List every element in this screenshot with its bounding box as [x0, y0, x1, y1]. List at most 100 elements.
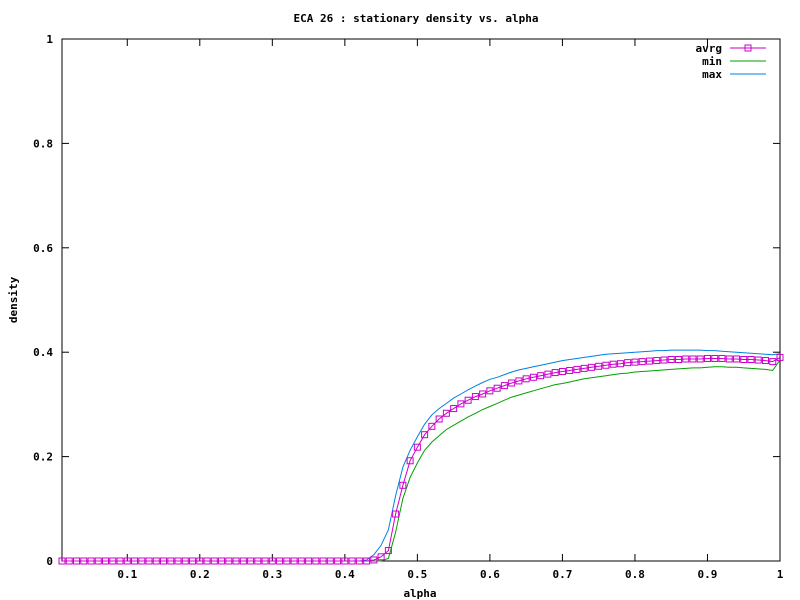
data-point-avrg — [73, 557, 81, 565]
data-point-avrg — [377, 553, 385, 561]
data-point-avrg — [326, 557, 334, 565]
legend-marker-avrg — [744, 44, 752, 52]
data-point-avrg — [290, 557, 298, 565]
data-point-avrg — [413, 443, 421, 451]
data-point-avrg — [334, 557, 342, 565]
legend-label-avrg: avrg — [696, 42, 723, 55]
data-point-avrg — [740, 356, 748, 364]
data-point-avrg — [450, 405, 458, 413]
data-point-avrg — [80, 557, 88, 565]
series-line-max — [62, 349, 781, 562]
data-point-avrg — [305, 557, 313, 565]
x-tick-label: 0.7 — [552, 568, 572, 581]
data-point-avrg — [428, 422, 436, 430]
data-point-avrg — [508, 379, 516, 387]
data-point-avrg — [493, 384, 501, 392]
data-point-avrg — [348, 557, 356, 565]
data-point-avrg — [276, 557, 284, 565]
plot-frame — [61, 38, 781, 562]
data-point-avrg — [421, 431, 429, 439]
data-point-avrg — [725, 355, 733, 363]
data-point-avrg — [225, 557, 233, 565]
data-point-avrg — [261, 557, 269, 565]
data-point-avrg — [515, 377, 523, 385]
data-point-avrg — [732, 355, 740, 363]
data-point-avrg — [123, 557, 131, 565]
data-point-avrg — [442, 409, 450, 417]
legend-label-min: min — [702, 55, 722, 68]
data-point-avrg — [471, 393, 479, 401]
data-point-avrg — [392, 510, 400, 518]
data-point-avrg — [464, 396, 472, 404]
y-axis-label: density — [7, 276, 20, 323]
data-point-avrg — [116, 557, 124, 565]
data-point-avrg — [174, 557, 182, 565]
data-point-avrg — [580, 364, 588, 372]
data-point-avrg — [58, 557, 66, 565]
data-point-avrg — [319, 557, 327, 565]
data-point-avrg — [776, 353, 784, 361]
data-point-avrg — [355, 557, 363, 565]
data-point-avrg — [189, 557, 197, 565]
data-point-avrg — [689, 355, 697, 363]
data-point-avrg — [239, 557, 247, 565]
plot-series — [58, 349, 784, 565]
data-point-avrg — [406, 457, 414, 465]
x-tick-label: 0.6 — [480, 568, 500, 581]
data-point-avrg — [616, 360, 624, 368]
data-point-avrg — [152, 557, 160, 565]
data-point-avrg — [682, 355, 690, 363]
data-point-avrg — [769, 358, 777, 366]
data-point-avrg — [457, 400, 465, 408]
data-point-avrg — [87, 557, 95, 565]
data-point-avrg — [341, 557, 349, 565]
data-point-avrg — [747, 356, 755, 364]
data-point-avrg — [247, 557, 255, 565]
x-tick-label: 0.9 — [698, 568, 718, 581]
x-tick-label: 0.4 — [335, 568, 355, 581]
data-point-avrg — [181, 557, 189, 565]
data-point-avrg — [609, 360, 617, 368]
data-point-avrg — [595, 362, 603, 370]
data-point-avrg — [602, 361, 610, 369]
data-point-avrg — [573, 365, 581, 373]
data-point-avrg — [551, 369, 559, 377]
data-point-avrg — [138, 557, 146, 565]
data-point-avrg — [711, 354, 719, 362]
y-tick-label: 0.2 — [33, 451, 53, 464]
data-point-avrg — [631, 358, 639, 366]
data-point-avrg — [145, 557, 153, 565]
chart-title: ECA 26 : stationary density vs. alpha — [293, 12, 538, 25]
data-point-avrg — [131, 557, 139, 565]
data-point-avrg — [232, 557, 240, 565]
x-tick-label: 0.1 — [117, 568, 137, 581]
data-point-avrg — [384, 547, 392, 555]
data-point-avrg — [537, 372, 545, 380]
data-point-avrg — [435, 415, 443, 423]
data-point-avrg — [674, 356, 682, 364]
data-point-avrg — [210, 557, 218, 565]
data-point-avrg — [399, 481, 407, 489]
data-point-avrg — [160, 557, 168, 565]
data-point-avrg — [268, 557, 276, 565]
data-point-avrg — [667, 356, 675, 364]
data-point-avrg — [754, 356, 762, 364]
x-tick-label: 1 — [777, 568, 784, 581]
y-tick-label: 0 — [46, 555, 53, 568]
data-point-avrg — [479, 390, 487, 398]
data-point-avrg — [254, 557, 262, 565]
data-point-avrg — [529, 373, 537, 381]
x-tick-label: 0.5 — [407, 568, 427, 581]
data-point-avrg — [638, 358, 646, 366]
data-point-avrg — [65, 557, 73, 565]
data-point-avrg — [500, 382, 508, 390]
data-point-avrg — [660, 356, 668, 364]
x-axis-label: alpha — [403, 587, 436, 600]
data-point-avrg — [102, 557, 110, 565]
data-point-avrg — [558, 368, 566, 376]
data-point-avrg — [624, 359, 632, 367]
series-line-min — [62, 359, 781, 562]
data-point-avrg — [196, 557, 204, 565]
x-tick-label: 0.2 — [190, 568, 210, 581]
